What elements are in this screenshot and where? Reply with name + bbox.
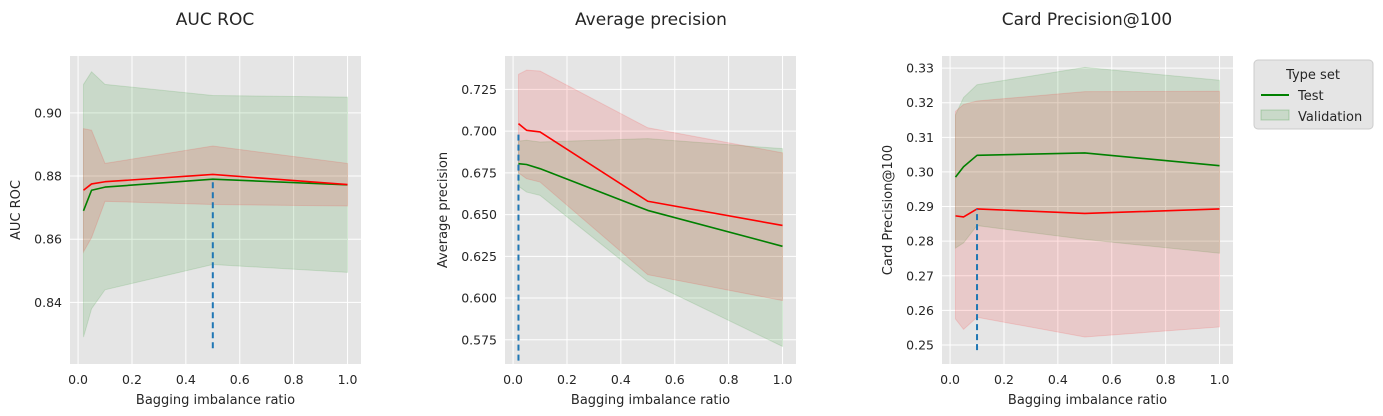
subplot-card-precision: 0.0 0.2 0.4 0.6 0.8 1.0 0.25 0.26 0.27 0.28 0.29 0.… xyxy=(881,10,1233,408)
test-line xyxy=(518,162,783,248)
x-tick-label: 0.4 xyxy=(1048,372,1068,387)
test-band xyxy=(517,138,784,348)
x-tick-label: 0.0 xyxy=(68,372,88,387)
x-tick-label: 0.2 xyxy=(122,372,142,387)
subplot-title: Average precision xyxy=(575,10,727,30)
y-tick-label: 0.700 xyxy=(461,124,497,139)
x-axis-label: Bagging imbalance ratio xyxy=(1008,393,1167,408)
test-band xyxy=(82,71,349,338)
plot-area xyxy=(70,56,361,364)
x-tick-label: 0.4 xyxy=(611,372,631,387)
x-tick-label: 0.6 xyxy=(665,372,685,387)
y-tick-label: 0.675 xyxy=(461,165,497,180)
y-tick-label: 0.28 xyxy=(906,234,934,249)
y-tick-label: 0.30 xyxy=(906,164,934,179)
x-tick-label: 0.8 xyxy=(1156,372,1176,387)
validation-line xyxy=(82,173,348,191)
y-tick-label: 0.86 xyxy=(34,232,62,247)
test-line xyxy=(82,178,348,212)
x-tick-label: 0.6 xyxy=(230,372,250,387)
x-tick-label: 0.4 xyxy=(176,372,196,387)
test-line xyxy=(954,152,1220,178)
test-band xyxy=(954,66,1221,254)
x-tick-label: 0.0 xyxy=(503,372,523,387)
x-tick-label: 0.6 xyxy=(1102,372,1122,387)
y-axis-label: Average precision xyxy=(436,152,451,268)
subplot-title: Card Precision@100 xyxy=(1002,10,1172,30)
y-tick-label: 0.600 xyxy=(461,291,497,306)
subplot-auc-roc: 0.0 0.2 0.4 0.6 0.8 1.0 0.84 0.86 0.88 0.90 AUC RO… xyxy=(9,10,361,408)
x-tick-label: 0.2 xyxy=(557,372,577,387)
x-tick-label: 1.0 xyxy=(1210,372,1230,387)
legend: Type set Test Validation xyxy=(1253,59,1374,130)
validation-band xyxy=(82,128,349,254)
y-tick-label: 0.26 xyxy=(906,303,934,318)
subplot-title: AUC ROC xyxy=(176,10,254,30)
subplot-average-precision: 0.0 0.2 0.4 0.6 0.8 1.0 0.575 0.600 0.625 0.650 0.… xyxy=(436,10,796,408)
y-tick-label: 0.32 xyxy=(906,95,934,110)
x-tick-label: 1.0 xyxy=(773,372,793,387)
legend-title: Type set xyxy=(1285,68,1340,83)
y-tick-label: 0.90 xyxy=(34,105,62,120)
y-tick-label: 0.725 xyxy=(461,82,497,97)
y-axis-label: AUC ROC xyxy=(9,180,24,240)
y-tick-label: 0.650 xyxy=(461,207,497,222)
y-tick-label: 0.88 xyxy=(34,169,62,184)
y-tick-label: 0.25 xyxy=(906,337,934,352)
x-tick-label: 0.2 xyxy=(994,372,1014,387)
validation-line xyxy=(517,122,783,227)
x-tick-label: 0.8 xyxy=(719,372,739,387)
x-tick-label: 0.0 xyxy=(940,372,960,387)
x-axis-label: Bagging imbalance ratio xyxy=(571,393,730,408)
x-tick-label: 0.8 xyxy=(284,372,304,387)
legend-validation-label: Validation xyxy=(1298,110,1362,125)
y-tick-label: 0.84 xyxy=(34,295,62,310)
y-tick-label: 0.27 xyxy=(906,268,934,283)
y-tick-label: 0.29 xyxy=(906,199,934,214)
legend-validation-swatch xyxy=(1260,109,1290,121)
legend-frame xyxy=(1253,59,1374,130)
y-tick-label: 0.625 xyxy=(461,249,497,264)
plot-area xyxy=(505,56,796,364)
legend-test-label: Test xyxy=(1297,89,1324,104)
y-tick-label: 0.33 xyxy=(906,61,934,76)
y-axis-label: Card Precision@100 xyxy=(881,145,896,275)
x-axis-label: Bagging imbalance ratio xyxy=(136,393,295,408)
validation-band xyxy=(517,69,784,302)
x-tick-label: 1.0 xyxy=(338,372,358,387)
y-tick-label: 0.575 xyxy=(461,332,497,347)
y-tick-label: 0.31 xyxy=(906,130,934,145)
